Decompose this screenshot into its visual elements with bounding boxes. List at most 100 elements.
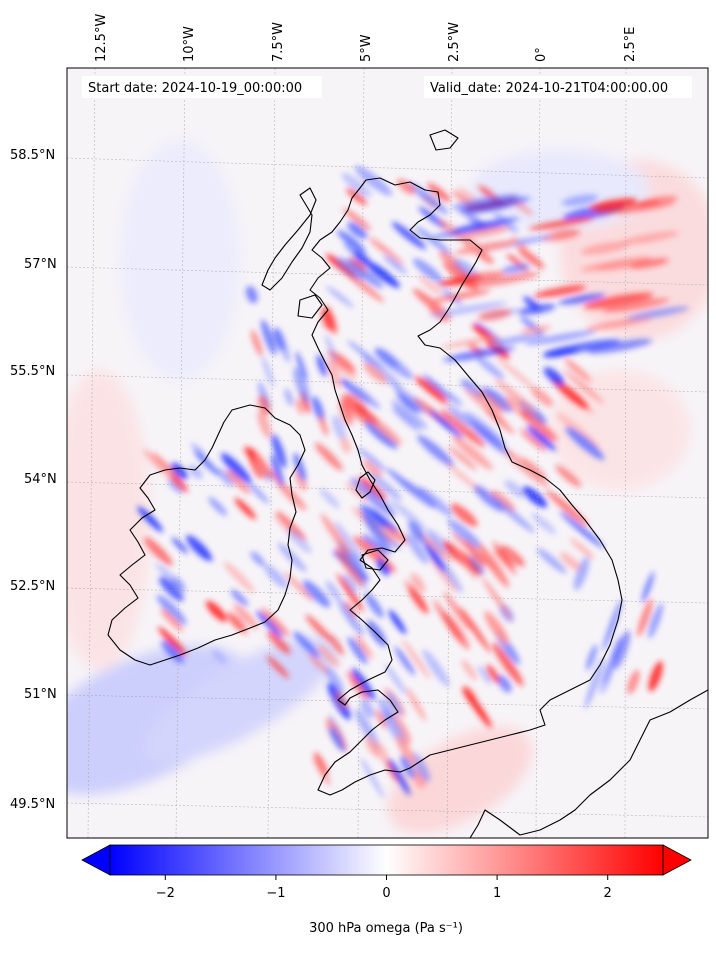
omega-streak	[316, 354, 328, 377]
omega-streak	[388, 609, 407, 635]
lon-label-2-5e: 2.5°E	[623, 27, 638, 62]
omega-streak	[637, 598, 653, 637]
omega-streak	[469, 555, 485, 575]
omega-streak	[320, 513, 354, 560]
omega-streak	[524, 330, 596, 346]
omega-streak	[337, 600, 364, 637]
omega-streak	[565, 426, 605, 460]
omega-streak	[325, 334, 337, 363]
omega-streak	[429, 301, 508, 318]
omega-streak	[335, 547, 364, 587]
omega-streak	[283, 571, 314, 602]
omega-streak	[263, 564, 289, 589]
coastline-great-britain	[309, 177, 623, 796]
omega-streak	[467, 420, 511, 456]
omega-streak	[366, 261, 400, 288]
omega-streak	[484, 611, 509, 645]
omega-streak	[293, 631, 320, 658]
omega-streak	[267, 630, 291, 654]
omega-streak	[463, 687, 492, 728]
omega-streak	[277, 542, 307, 572]
omega-streak	[530, 386, 554, 407]
omega-streak	[378, 698, 394, 721]
omega-streak	[363, 418, 395, 446]
omega-streak	[326, 286, 354, 308]
omega-streak	[536, 548, 567, 574]
omega-streak	[169, 473, 188, 493]
omega-streak	[418, 276, 442, 295]
graticule	[67, 68, 708, 838]
colorbar-gradient	[110, 845, 663, 875]
omega-streak	[386, 691, 402, 716]
map-frame	[66, 67, 709, 839]
omega-streak	[357, 447, 387, 472]
omega-streak	[519, 428, 547, 452]
colorbar-label: 300 hPa omega (Pa s⁻¹)	[309, 921, 463, 936]
omega-streak	[539, 229, 581, 242]
omega-streak	[245, 285, 258, 304]
omega-streak	[286, 528, 312, 554]
omega-streak	[254, 451, 268, 480]
omega-streak	[465, 540, 485, 568]
omega-streak	[490, 490, 516, 512]
omega-streak	[354, 165, 393, 196]
omega-streak	[573, 556, 590, 591]
omega-streak	[374, 347, 399, 368]
omega-streak	[271, 433, 287, 469]
omega-streak	[220, 453, 252, 484]
omega-streak	[557, 293, 606, 305]
omega-streak	[314, 751, 329, 775]
coastline-anglesey	[361, 549, 389, 571]
lat-label-58-5n: 58.5°N	[10, 148, 55, 163]
colorbar-tick-label: 2	[604, 886, 612, 901]
omega-streak	[595, 256, 653, 271]
omega-streak	[144, 537, 173, 566]
omega-streak	[492, 541, 517, 575]
omega-streak	[462, 226, 511, 239]
start-date-box	[82, 76, 322, 98]
omega-streak	[443, 591, 471, 630]
omega-streak	[160, 608, 184, 632]
omega-streak	[432, 289, 491, 302]
omega-streak	[312, 755, 331, 786]
omega-streak	[448, 445, 478, 471]
omega-streak	[543, 367, 565, 386]
omega-streak	[439, 250, 460, 268]
omega-streak	[528, 216, 595, 230]
omega-streak	[233, 604, 259, 630]
omega-streak	[384, 663, 408, 696]
omega-streak	[477, 665, 492, 685]
omega-streak	[376, 558, 391, 576]
omega-streak	[157, 626, 187, 656]
omega-streak	[440, 336, 503, 349]
omega-streak	[450, 542, 478, 580]
omega-streak	[485, 664, 501, 684]
omega-streak	[319, 488, 340, 509]
omega-streak	[328, 726, 345, 752]
omega-streak	[348, 550, 366, 574]
omega-streak	[336, 573, 364, 612]
omega-streak	[583, 292, 654, 309]
omega-streak	[387, 469, 434, 508]
omega-streak	[422, 649, 450, 687]
omega-streak	[393, 386, 426, 414]
omega-streak	[415, 226, 451, 255]
omega-streak	[362, 512, 393, 555]
omega-streak	[569, 538, 595, 560]
coastline-skye	[297, 294, 323, 319]
lat-label-52-5n: 52.5°N	[10, 579, 55, 594]
omega-streak	[454, 240, 519, 255]
lon-label-12-5w: 12.5°W	[94, 14, 109, 62]
omega-streak	[294, 468, 308, 491]
omega-streak	[580, 241, 630, 255]
omega-streak	[391, 221, 427, 250]
omega-streak	[389, 499, 426, 530]
omega-streak	[453, 218, 520, 231]
omega-streak	[257, 410, 272, 439]
coastlines	[107, 129, 708, 838]
omega-streak	[412, 375, 451, 407]
omega-streak	[360, 504, 387, 528]
omega-streak	[562, 369, 605, 405]
omega-streak	[641, 571, 655, 604]
